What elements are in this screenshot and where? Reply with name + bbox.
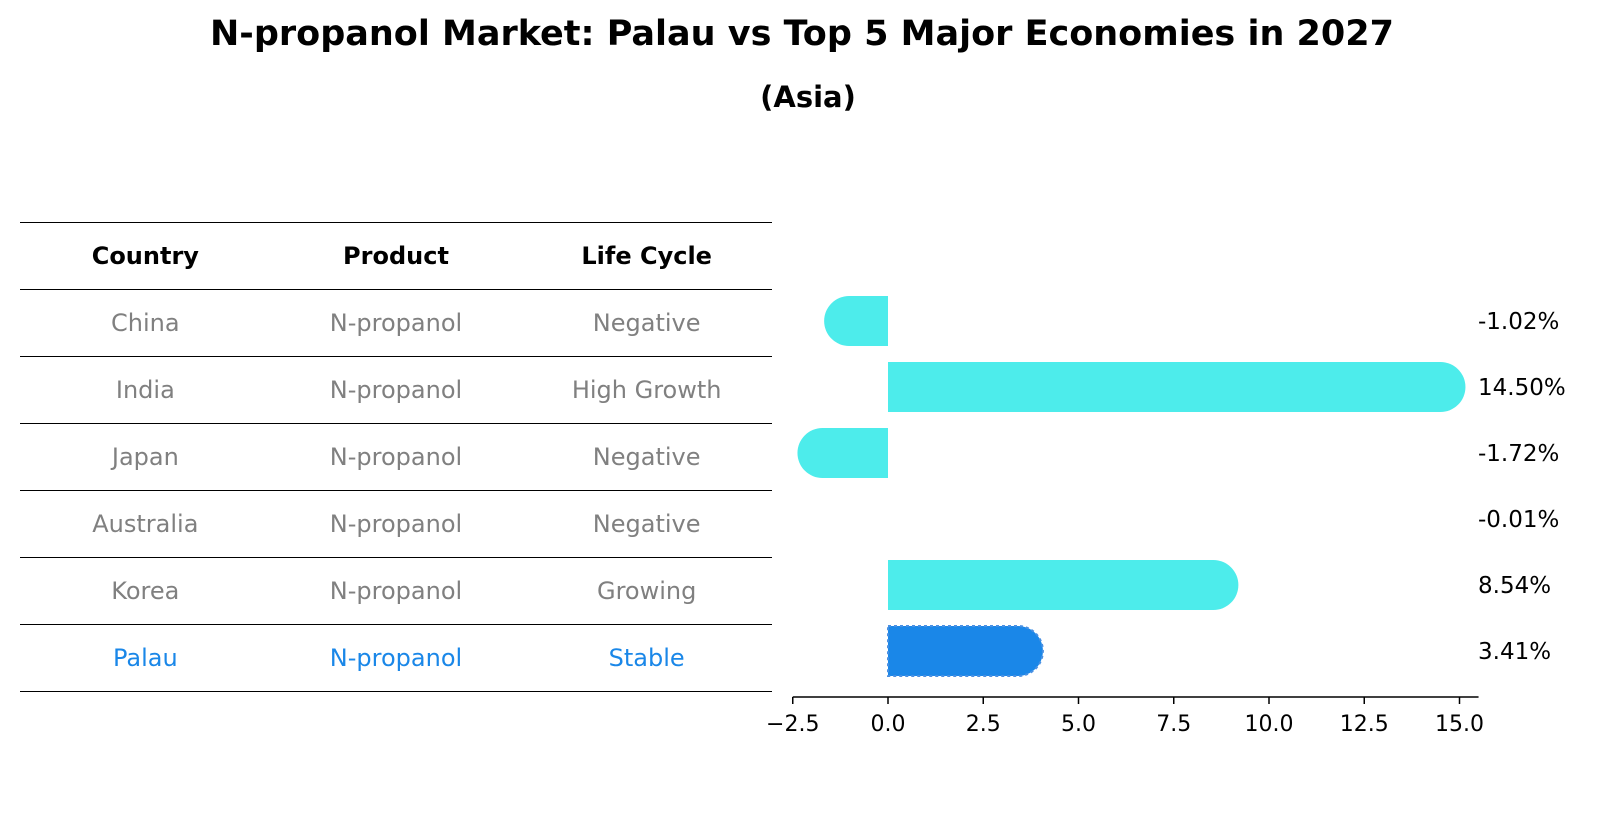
bar-india: [888, 362, 1466, 412]
bar-palau: [887, 625, 1044, 677]
cell-country: Korea: [20, 557, 271, 625]
cell-country: Palau: [20, 624, 271, 692]
x-tick-label: 12.5: [1340, 712, 1389, 737]
cell-country: India: [20, 356, 271, 424]
value-label-india: 14.50%: [1478, 375, 1566, 401]
cell-product: N-propanol: [270, 490, 522, 558]
x-tick-label: 15.0: [1435, 712, 1484, 737]
cell-life-cycle: Negative: [521, 490, 772, 558]
cell-product: N-propanol: [270, 356, 522, 424]
table-row: Australia N-propanol Negative: [20, 490, 772, 558]
value-label-japan: -1.72%: [1478, 441, 1559, 467]
cell-country: China: [20, 289, 271, 357]
cell-life-cycle: High Growth: [521, 356, 772, 424]
x-tick-label: 0.0: [871, 712, 906, 737]
cell-product: N-propanol: [270, 624, 522, 692]
table-row: Korea N-propanol Growing: [20, 557, 772, 625]
cell-product: N-propanol: [270, 423, 522, 491]
value-label-palau: 3.41%: [1478, 639, 1551, 665]
value-label-korea: 8.54%: [1478, 573, 1551, 599]
table-row-highlight: Palau N-propanol Stable: [20, 624, 772, 692]
header-country: Country: [20, 222, 271, 290]
cell-country: Japan: [20, 423, 271, 491]
x-tick-label: 10.0: [1245, 712, 1294, 737]
value-label-china: -1.02%: [1478, 309, 1559, 335]
x-tick-label: 2.5: [966, 712, 1001, 737]
x-tick-label: 7.5: [1156, 712, 1191, 737]
cell-life-cycle: Negative: [521, 289, 772, 357]
comparison-table: Country Product Life Cycle China N-propa…: [20, 222, 772, 692]
cell-life-cycle: Stable: [521, 624, 772, 692]
x-tick-label: 5.0: [1061, 712, 1096, 737]
cell-country: Australia: [20, 490, 271, 558]
header-product: Product: [270, 222, 522, 290]
cell-life-cycle: Negative: [521, 423, 772, 491]
cell-product: N-propanol: [270, 289, 522, 357]
cell-product: N-propanol: [270, 557, 522, 625]
chart-title: N-propanol Market: Palau vs Top 5 Major …: [210, 14, 1394, 54]
table-row: Japan N-propanol Negative: [20, 423, 772, 491]
cell-life-cycle: Growing: [521, 557, 772, 625]
x-tick-label: −2.5: [766, 712, 819, 737]
chart-subtitle: (Asia): [760, 80, 856, 114]
bar-china: [824, 296, 888, 346]
header-life-cycle: Life Cycle: [521, 222, 772, 290]
table-row: China N-propanol Negative: [20, 289, 772, 357]
table-row: India N-propanol High Growth: [20, 356, 772, 424]
bar-japan: [797, 428, 888, 478]
value-label-australia: -0.01%: [1478, 507, 1559, 533]
table-header-row: Country Product Life Cycle: [20, 222, 772, 290]
bar-korea: [888, 560, 1239, 610]
